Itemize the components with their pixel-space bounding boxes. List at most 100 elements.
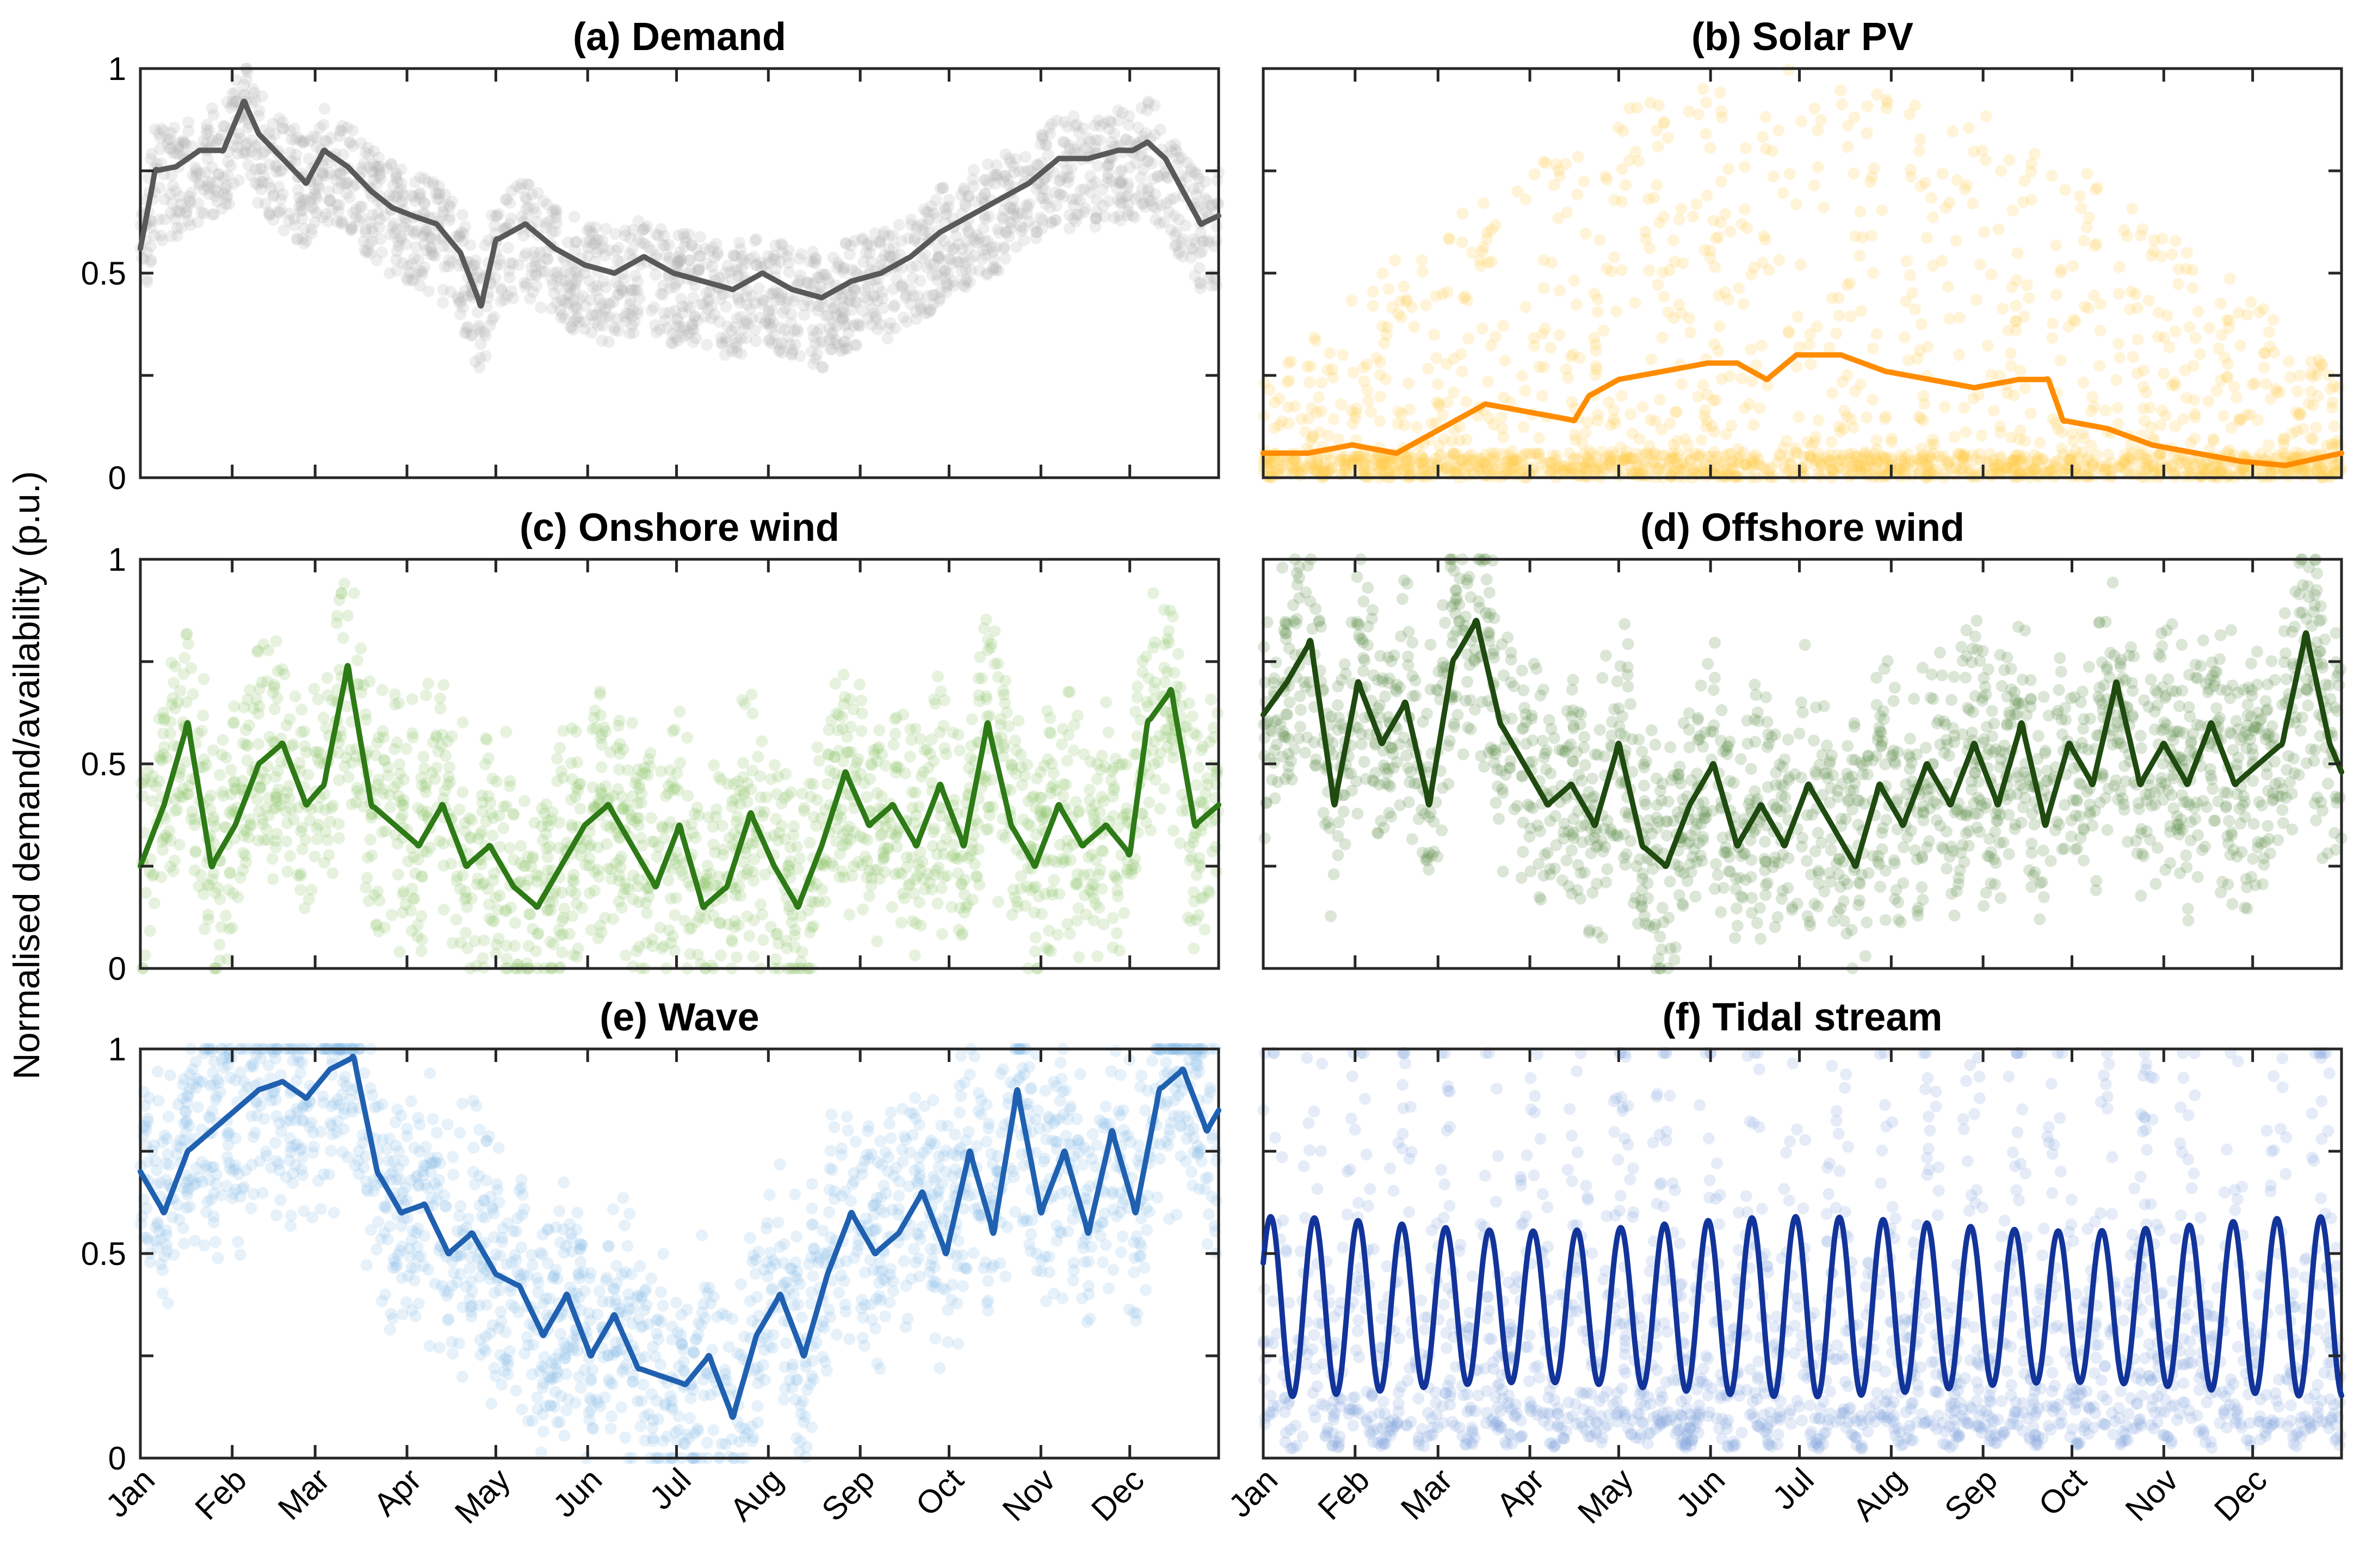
- point: [871, 935, 884, 948]
- point: [1305, 360, 1317, 373]
- point: [1805, 358, 1817, 371]
- point: [1898, 331, 1911, 343]
- point: [1476, 322, 1488, 335]
- point: [1059, 854, 1072, 866]
- point: [1667, 234, 1679, 246]
- point: [386, 909, 398, 921]
- point: [465, 329, 478, 341]
- point: [1652, 279, 1664, 291]
- point: [954, 744, 966, 757]
- point: [1847, 421, 1860, 434]
- point: [804, 837, 816, 849]
- point: [1976, 144, 1988, 157]
- point: [1210, 234, 1222, 247]
- point: [1957, 450, 1970, 462]
- point: [1170, 239, 1183, 251]
- point: [1662, 306, 1675, 319]
- point: [1985, 268, 1998, 281]
- point: [736, 250, 748, 263]
- point: [2180, 392, 2192, 404]
- point: [1589, 369, 1602, 381]
- point: [2169, 235, 2182, 247]
- point: [1389, 254, 1401, 267]
- point: [437, 296, 449, 308]
- point: [1416, 254, 1428, 267]
- point: [1701, 189, 1713, 202]
- point: [2264, 393, 2277, 405]
- point: [741, 284, 753, 297]
- point: [693, 264, 705, 276]
- point: [201, 127, 213, 140]
- point: [1713, 320, 1726, 332]
- point: [270, 165, 283, 178]
- point: [1793, 341, 1806, 354]
- point: [594, 688, 606, 701]
- point: [1064, 686, 1076, 698]
- point: [219, 182, 232, 195]
- point: [585, 326, 598, 339]
- point: [1624, 408, 1637, 421]
- point: [1675, 202, 1688, 215]
- point: [1147, 587, 1159, 600]
- point: [602, 862, 614, 875]
- point: [2210, 385, 2223, 397]
- point: [882, 242, 895, 255]
- point: [2134, 229, 2147, 242]
- point: [296, 212, 308, 225]
- point: [999, 252, 1011, 265]
- point: [1725, 448, 1737, 460]
- point: [2284, 371, 2297, 384]
- point: [1044, 712, 1057, 724]
- point: [672, 250, 685, 263]
- point: [2137, 380, 2149, 393]
- point: [1429, 290, 1442, 303]
- point: [1579, 427, 1592, 439]
- point: [1845, 310, 1857, 323]
- point: [2112, 417, 2124, 430]
- point: [294, 134, 307, 147]
- point: [1005, 217, 1018, 229]
- point: [2112, 337, 2125, 350]
- point: [801, 276, 813, 289]
- point: [1201, 194, 1214, 207]
- point: [732, 293, 745, 305]
- point: [628, 315, 641, 328]
- point: [596, 298, 608, 310]
- point: [2006, 204, 2019, 217]
- point: [170, 205, 182, 218]
- point: [866, 303, 879, 314]
- point: [1684, 326, 1696, 338]
- point: [1942, 281, 1954, 293]
- point: [1936, 255, 1948, 267]
- point: [755, 898, 767, 911]
- point: [1629, 297, 1641, 309]
- point: [1704, 141, 1716, 154]
- point: [286, 133, 298, 146]
- point: [1023, 215, 1035, 227]
- point: [1148, 99, 1161, 112]
- point: [521, 178, 534, 190]
- point: [2196, 464, 2209, 476]
- point: [1643, 264, 1655, 277]
- point: [585, 309, 598, 322]
- point: [331, 617, 343, 629]
- point: [932, 250, 945, 263]
- point: [2326, 402, 2339, 414]
- point: [1925, 192, 1937, 204]
- point: [1036, 129, 1049, 142]
- point: [764, 288, 777, 300]
- point: [775, 322, 787, 334]
- point: [262, 644, 275, 657]
- point: [385, 159, 397, 171]
- point: [1114, 197, 1127, 209]
- point: [1960, 426, 1972, 439]
- point: [962, 225, 975, 237]
- point: [592, 319, 604, 332]
- point: [2235, 413, 2248, 425]
- point: [221, 189, 233, 201]
- point: [276, 122, 289, 134]
- point: [1018, 165, 1031, 178]
- point: [1597, 324, 1610, 337]
- point: [347, 140, 359, 152]
- point: [1997, 303, 2009, 315]
